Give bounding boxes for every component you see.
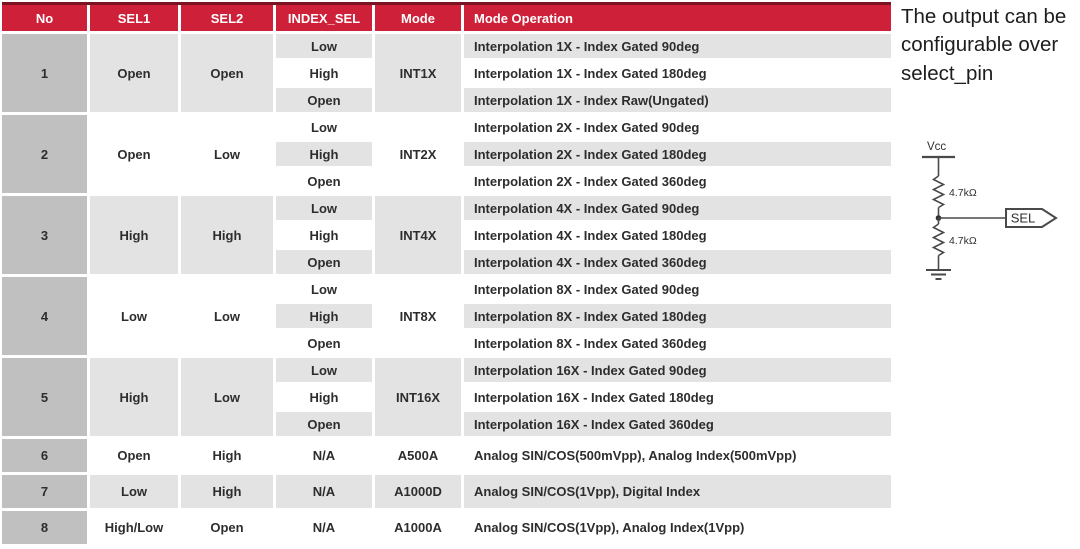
cell-sel1: Low bbox=[90, 277, 178, 355]
sel-pin-label: SEL bbox=[1011, 211, 1036, 226]
cell-mode-operation: Interpolation 16X - Index Gated 180deg bbox=[464, 385, 891, 409]
cell-sel1: High bbox=[90, 196, 178, 274]
pullup-pulldown-circuit-diagram: Vcc 4.7kΩ SEL 4.7kΩ bbox=[903, 133, 1080, 296]
cell-mode-operation: Interpolation 16X - Index Gated 90deg bbox=[464, 358, 891, 382]
cell-mode-operation: Analog SIN/COS(1Vpp), Analog Index(1Vpp) bbox=[464, 511, 891, 544]
cell-mode: INT4X bbox=[375, 196, 461, 274]
cell-index-sel: High bbox=[276, 142, 372, 166]
col-header-mode: Mode bbox=[375, 5, 461, 31]
cell-mode-operation: Analog SIN/COS(500mVpp), Analog Index(50… bbox=[464, 439, 891, 472]
cell-index-sel: N/A bbox=[276, 475, 372, 508]
cell-index-sel: High bbox=[276, 304, 372, 328]
cell-mode-operation: Interpolation 16X - Index Gated 360deg bbox=[464, 412, 891, 436]
cell-sel1: Open bbox=[90, 439, 178, 472]
cell-no: 2 bbox=[2, 115, 87, 193]
select-pin-note: The output can be configurable over sele… bbox=[901, 5, 1067, 85]
cell-sel2: Open bbox=[181, 34, 273, 112]
cell-sel1: Open bbox=[90, 115, 178, 193]
resistor-symbol bbox=[931, 223, 946, 257]
cell-mode-operation: Interpolation 2X - Index Gated 360deg bbox=[464, 169, 891, 193]
cell-mode: A1000A bbox=[375, 511, 461, 544]
cell-mode-operation: Analog SIN/COS(1Vpp), Digital Index bbox=[464, 475, 891, 508]
cell-index-sel: Open bbox=[276, 250, 372, 274]
cell-mode: A500A bbox=[375, 439, 461, 472]
sel-pin-connector-icon bbox=[1005, 208, 1058, 228]
cell-sel2: Low bbox=[181, 115, 273, 193]
cell-mode: INT16X bbox=[375, 358, 461, 436]
cell-index-sel: Low bbox=[276, 34, 372, 58]
cell-no: 1 bbox=[2, 34, 87, 112]
cell-mode-operation: Interpolation 1X - Index Gated 90deg bbox=[464, 34, 891, 58]
cell-mode-operation: Interpolation 1X - Index Gated 180deg bbox=[464, 61, 891, 85]
cell-sel1: High bbox=[90, 358, 178, 436]
cell-mode-operation: Interpolation 2X - Index Gated 90deg bbox=[464, 115, 891, 139]
cell-index-sel: Open bbox=[276, 169, 372, 193]
cell-index-sel: Low bbox=[276, 358, 372, 382]
cell-sel2: Low bbox=[181, 277, 273, 355]
cell-mode-operation: Interpolation 8X - Index Gated 360deg bbox=[464, 331, 891, 355]
cell-no: 3 bbox=[2, 196, 87, 274]
cell-no: 5 bbox=[2, 358, 87, 436]
cell-mode: INT1X bbox=[375, 34, 461, 112]
cell-sel2: High bbox=[181, 475, 273, 508]
cell-mode-operation: Interpolation 4X - Index Gated 90deg bbox=[464, 196, 891, 220]
col-header-sel2: SEL2 bbox=[181, 5, 273, 31]
cell-mode-operation: Interpolation 2X - Index Gated 180deg bbox=[464, 142, 891, 166]
resistor-symbol bbox=[931, 175, 946, 209]
col-header-sel1: SEL1 bbox=[90, 5, 178, 31]
vcc-label: Vcc bbox=[927, 141, 946, 153]
cell-index-sel: High bbox=[276, 223, 372, 247]
col-header-mode-operation: Mode Operation bbox=[464, 5, 891, 31]
col-header-no: No bbox=[2, 5, 87, 31]
resistor2-value-label: 4.7kΩ bbox=[949, 235, 977, 247]
cell-mode: INT2X bbox=[375, 115, 461, 193]
cell-index-sel: Low bbox=[276, 115, 372, 139]
cell-mode: INT8X bbox=[375, 277, 461, 355]
cell-mode-operation: Interpolation 8X - Index Gated 180deg bbox=[464, 304, 891, 328]
cell-sel2: Low bbox=[181, 358, 273, 436]
cell-mode-operation: Interpolation 4X - Index Gated 360deg bbox=[464, 250, 891, 274]
cell-sel1: Low bbox=[90, 475, 178, 508]
cell-sel2: High bbox=[181, 439, 273, 472]
cell-index-sel: Low bbox=[276, 196, 372, 220]
cell-no: 7 bbox=[2, 475, 87, 508]
col-header-index-sel: INDEX_SEL bbox=[276, 5, 372, 31]
cell-sel1: Open bbox=[90, 34, 178, 112]
cell-index-sel: Open bbox=[276, 331, 372, 355]
mode-selection-table: No SEL1 SEL2 INDEX_SEL Mode Mode Operati… bbox=[2, 2, 891, 544]
resistor1-value-label: 4.7kΩ bbox=[949, 187, 977, 199]
cell-index-sel: Low bbox=[276, 277, 372, 301]
cell-mode-operation: Interpolation 1X - Index Raw(Ungated) bbox=[464, 88, 891, 112]
cell-mode: A1000D bbox=[375, 475, 461, 508]
cell-index-sel: Open bbox=[276, 88, 372, 112]
table-grid: No SEL1 SEL2 INDEX_SEL Mode Mode Operati… bbox=[2, 5, 891, 544]
cell-index-sel: N/A bbox=[276, 511, 372, 544]
cell-index-sel: Open bbox=[276, 412, 372, 436]
cell-index-sel: High bbox=[276, 61, 372, 85]
cell-index-sel: N/A bbox=[276, 439, 372, 472]
ground-symbol-icon bbox=[926, 269, 951, 280]
cell-index-sel: High bbox=[276, 385, 372, 409]
cell-no: 8 bbox=[2, 511, 87, 544]
cell-sel1: High/Low bbox=[90, 511, 178, 544]
cell-mode-operation: Interpolation 8X - Index Gated 90deg bbox=[464, 277, 891, 301]
cell-sel2: Open bbox=[181, 511, 273, 544]
cell-mode-operation: Interpolation 4X - Index Gated 180deg bbox=[464, 223, 891, 247]
cell-sel2: High bbox=[181, 196, 273, 274]
cell-no: 6 bbox=[2, 439, 87, 472]
table-top-accent-bar bbox=[2, 2, 891, 5]
circuit-svg: Vcc 4.7kΩ SEL 4.7kΩ bbox=[922, 141, 1058, 280]
cell-no: 4 bbox=[2, 277, 87, 355]
